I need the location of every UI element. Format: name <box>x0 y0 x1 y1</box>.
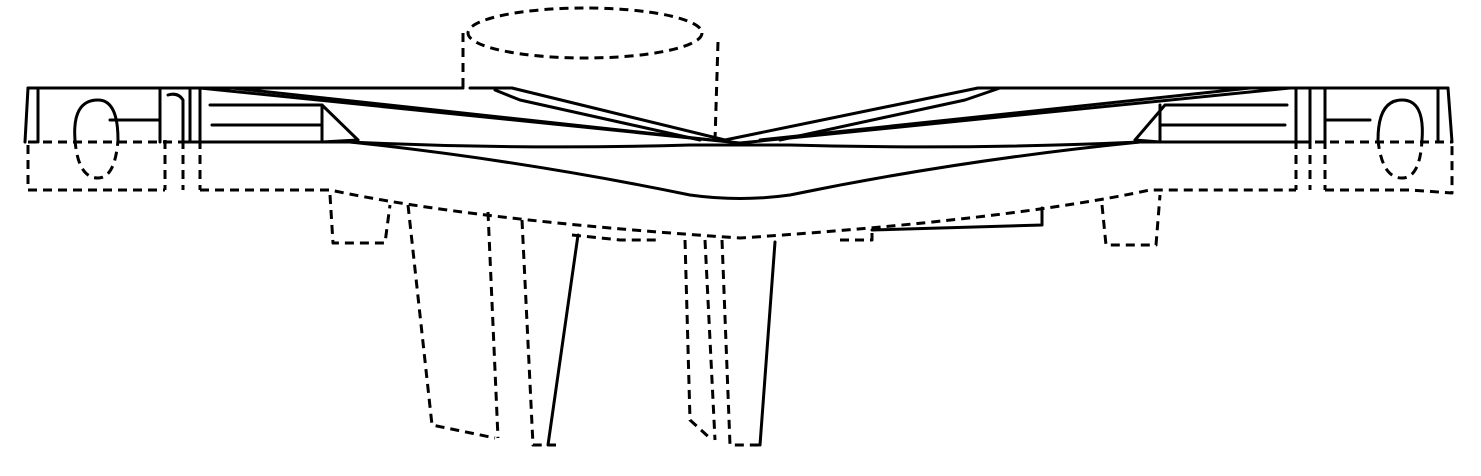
right-prism <box>1135 105 1287 142</box>
wing-centre-band <box>185 142 1300 199</box>
upper-cylinder-hidden <box>463 8 718 140</box>
wing-top-surface <box>25 88 1452 142</box>
left-prism <box>210 105 358 142</box>
right-end-block <box>1296 88 1438 142</box>
left-end-block <box>38 88 200 142</box>
visible-legs <box>548 235 775 445</box>
hidden-legs <box>408 205 762 445</box>
right-stub <box>872 208 1042 230</box>
wing-lower-edge-hidden <box>28 140 1452 238</box>
